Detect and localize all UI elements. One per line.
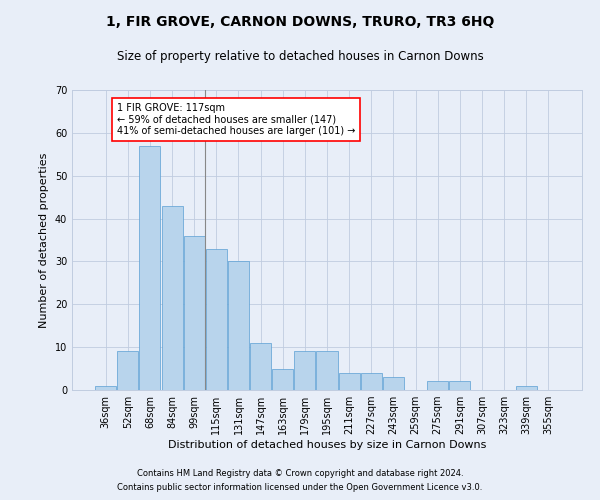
Bar	[250, 343, 271, 390]
Bar	[95, 386, 116, 390]
Text: Contains HM Land Registry data © Crown copyright and database right 2024.: Contains HM Land Registry data © Crown c…	[137, 468, 463, 477]
Bar	[161, 206, 182, 390]
Bar	[316, 352, 338, 390]
Bar	[383, 377, 404, 390]
Text: 1, FIR GROVE, CARNON DOWNS, TRURO, TR3 6HQ: 1, FIR GROVE, CARNON DOWNS, TRURO, TR3 6…	[106, 15, 494, 29]
Text: 1 FIR GROVE: 117sqm
← 59% of detached houses are smaller (147)
41% of semi-detac: 1 FIR GROVE: 117sqm ← 59% of detached ho…	[117, 103, 355, 136]
Text: Size of property relative to detached houses in Carnon Downs: Size of property relative to detached ho…	[116, 50, 484, 63]
Bar	[184, 236, 205, 390]
Y-axis label: Number of detached properties: Number of detached properties	[39, 152, 49, 328]
Bar	[515, 386, 536, 390]
Bar	[361, 373, 382, 390]
Bar	[139, 146, 160, 390]
Bar	[295, 352, 316, 390]
Bar	[272, 368, 293, 390]
Bar	[427, 382, 448, 390]
Bar	[206, 248, 227, 390]
Bar	[228, 262, 249, 390]
Text: Contains public sector information licensed under the Open Government Licence v3: Contains public sector information licen…	[118, 484, 482, 492]
X-axis label: Distribution of detached houses by size in Carnon Downs: Distribution of detached houses by size …	[168, 440, 486, 450]
Bar	[449, 382, 470, 390]
Bar	[118, 352, 139, 390]
Bar	[338, 373, 359, 390]
